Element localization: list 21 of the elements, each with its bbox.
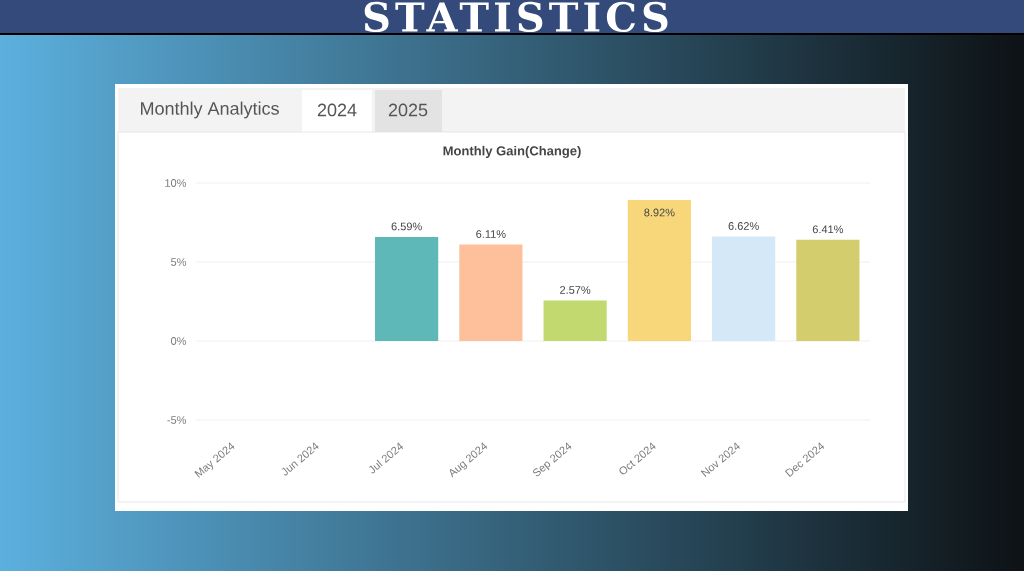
data-label: 6.11%	[476, 230, 506, 238]
text: 2024	[317, 103, 357, 117]
text: Monthly Analytics	[141, 101, 279, 119]
y-tick-label: 5%	[171, 258, 187, 266]
text: STATISTICS	[364, 1, 668, 33]
bar	[627, 200, 691, 341]
data-label: 8.92%	[644, 208, 675, 217]
data-label: 6.59%	[391, 222, 422, 231]
chart-title: Monthly Gain(Change)	[443, 145, 581, 159]
bar	[712, 236, 776, 341]
y-tick-label: 10%	[165, 179, 187, 187]
y-tick-label: -5%	[167, 416, 187, 424]
data-label: 6.41%	[812, 225, 844, 234]
bar	[375, 236, 439, 341]
data-label: 6.62%	[728, 222, 759, 230]
bar	[543, 300, 607, 341]
y-tick-label: 0%	[171, 337, 187, 345]
bar	[796, 239, 860, 341]
bar	[459, 244, 523, 341]
data-label: 2.57%	[560, 286, 591, 294]
text: 2025	[388, 103, 428, 117]
